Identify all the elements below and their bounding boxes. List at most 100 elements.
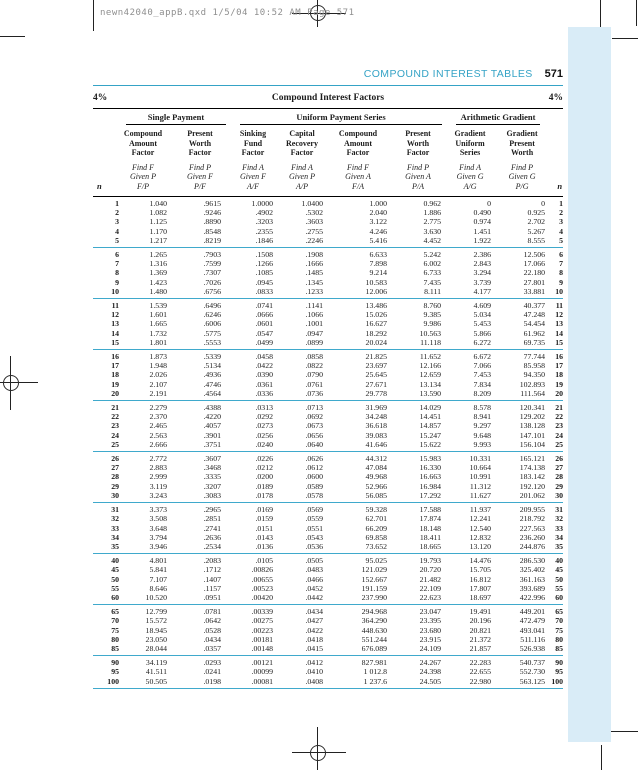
cell-pa: 23.680 [419, 625, 442, 635]
table-row: 35 3.946 .2534 .0136 .0536 73.652 18.665 13.120… [93, 542, 563, 554]
cell-fa: 364.290 [361, 616, 387, 626]
column-find-given: Find P Given F P/F [187, 162, 213, 191]
cell-pa: 15.622 [419, 439, 442, 449]
cell-pa: 23.047 [419, 607, 442, 617]
cell-ag: 10.331 [469, 454, 492, 464]
cell-pg: 120.341 [519, 403, 546, 413]
running-head: COMPOUND INTEREST TABLES 571 [93, 68, 563, 86]
cell-ag: 17.807 [469, 583, 492, 593]
table-row: 20 2.191 .4564 .0336 .0736 29.778 13.590 8.209 1… [93, 389, 563, 401]
cell-n: 26 [111, 454, 119, 464]
table-row: 45 5.841 .1712 .00826 .0483 121.029 20.720 15.7… [93, 565, 563, 574]
cell-af: .0666 [255, 310, 273, 320]
table-row: 12 1.601 .6246 .0666 .1066 15.026 9.385 5.034 47… [93, 310, 563, 319]
cell-fp: 1.665 [149, 319, 167, 329]
cell-fa: 4.246 [369, 226, 387, 236]
cell-pf: .2636 [203, 532, 221, 542]
cell-pf: .8548 [203, 226, 221, 236]
cell-fa: 59.328 [365, 505, 387, 515]
cell-af: .0601 [255, 319, 273, 329]
cell-pf: .6496 [203, 301, 221, 311]
cell-af: .0458 [255, 352, 273, 362]
cell-ag: 10.664 [469, 463, 492, 473]
cell-ag: 0 [487, 199, 492, 208]
table-row: 32 3.508 .2851 .0159 .0559 62.701 17.874 12.241… [93, 514, 563, 523]
cell-pg: 244.876 [519, 541, 546, 551]
cell-pa: 15.983 [419, 454, 442, 464]
cell-fa: 18.292 [365, 328, 387, 338]
cell-fa: 3.122 [369, 217, 387, 227]
crop-mark-far-right-vertical [636, 0, 637, 26]
cell-n-right: 85 [555, 643, 564, 653]
cell-fp: 2.107 [149, 379, 167, 389]
cell-n: 16 [111, 352, 119, 362]
cell-ag: 5.453 [473, 319, 492, 329]
cell-af: .0240 [255, 439, 273, 449]
cell-fp: 10.520 [145, 592, 167, 602]
cell-n-right: 28 [555, 472, 564, 482]
table-row: 90 34.119 .0293 .00121 .0412 827.981 24.267 22.… [93, 656, 563, 668]
cell-af: .00148 [251, 643, 273, 653]
cell-ap: .1066 [305, 310, 323, 320]
cell-pa: 11.118 [420, 337, 442, 347]
cell-ap: .0505 [305, 556, 323, 566]
cell-n: 17 [111, 361, 119, 371]
cell-n-right: 70 [555, 616, 564, 626]
cell-pg: 0.925 [527, 208, 546, 218]
cell-pg: 33.881 [523, 286, 546, 296]
cell-fp: 2.563 [149, 430, 167, 440]
cell-af: .0226 [255, 454, 273, 464]
cell-ag: 21.372 [469, 634, 492, 644]
cell-fp: 1.170 [149, 226, 167, 236]
cell-pf: .0434 [203, 634, 221, 644]
cell-pa: 9.986 [423, 319, 442, 329]
cell-pa: 5.242 [423, 250, 442, 260]
table-row: 6 1.265 .7903 .1508 .1908 6.633 5.242 2.386 12.5… [93, 248, 563, 260]
cell-fa: 10.583 [365, 277, 387, 287]
cell-ag: 16.812 [469, 574, 492, 584]
cell-ag: 20.196 [469, 616, 492, 626]
cell-fp: 18.945 [145, 625, 167, 635]
cell-ag: 2.843 [473, 259, 492, 269]
row-group: 11 1.539 .6496 .0741 .1141 13.486 8.760 4.609 40… [93, 299, 564, 350]
cell-pf: .1407 [203, 574, 221, 584]
cell-n-right: 30 [555, 490, 564, 500]
cell-n-right: 11 [555, 301, 564, 311]
cell-ap: .1908 [305, 250, 323, 260]
cell-ag: 8.941 [473, 412, 492, 422]
cell-ap: .0656 [305, 430, 323, 440]
cell-n-right: 95 [555, 667, 564, 677]
cell-pf: .4388 [203, 403, 221, 413]
registration-mark-left-circle [3, 375, 19, 391]
cell-af: .00081 [251, 676, 273, 686]
cell-pf: .2741 [203, 523, 221, 533]
cell-pa: 11.652 [419, 352, 442, 362]
table-row: 19 2.107 .4746 .0361 .0761 27.671 13.134 7.834 1… [93, 380, 563, 389]
cell-n-right: 2 [559, 208, 564, 218]
page-number: 571 [544, 68, 563, 80]
table-row: 55 8.646 .1157 .00523 .0452 191.159 22.109 17.8… [93, 584, 563, 593]
cell-ag: 4.177 [473, 286, 492, 296]
cell-fp: 23.050 [145, 634, 167, 644]
cell-af: .1085 [255, 268, 273, 278]
cell-pf: .4220 [203, 412, 221, 422]
cell-pg: 40.377 [523, 301, 546, 311]
cell-pa: 24.109 [419, 643, 442, 653]
cell-fa: 121.029 [361, 565, 387, 575]
cell-pg: 2.702 [527, 217, 546, 227]
cell-fa: 73.652 [365, 541, 387, 551]
cell-fa: 39.083 [365, 430, 387, 440]
cell-pa: 12.166 [419, 361, 442, 371]
column-header-pa: Present Worth Factor Find P Given A P/A [395, 125, 449, 197]
cell-pf: .0198 [203, 676, 221, 686]
cell-pa: 17.874 [419, 514, 442, 524]
cell-fp: 1.601 [149, 310, 167, 320]
cell-af: .0945 [255, 277, 273, 287]
cell-ag: 0.974 [473, 217, 492, 227]
cell-n-right: 65 [555, 607, 564, 617]
cell-ap: .0589 [305, 481, 323, 491]
cell-n: 8 [115, 268, 119, 278]
cell-n-right: 22 [555, 412, 564, 422]
cell-ap: .0452 [305, 583, 323, 593]
cell-ap: .0600 [305, 472, 323, 482]
